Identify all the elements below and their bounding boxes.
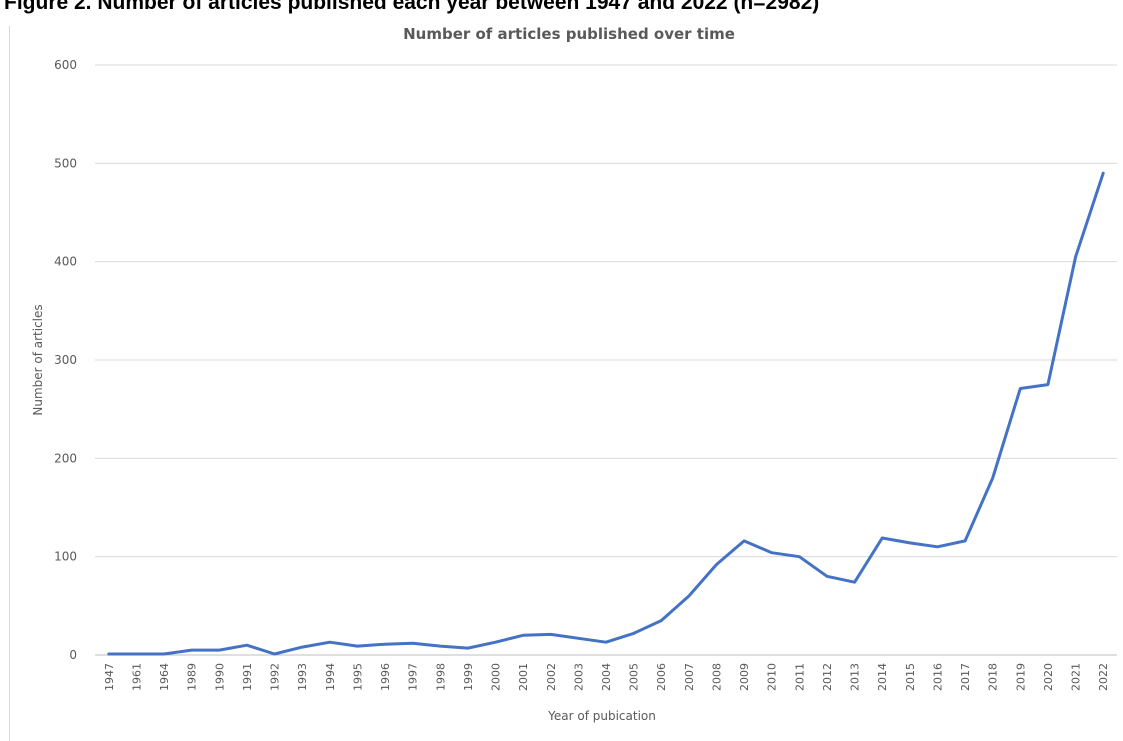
x-tick-label: 1991: [241, 663, 254, 691]
x-tick-label: 1999: [462, 663, 475, 691]
x-tick-label: 2018: [987, 663, 1000, 691]
x-tick-label: 1997: [407, 663, 420, 691]
y-tick-label: 100: [54, 550, 77, 564]
y-axis-label: Number of articles: [31, 304, 45, 415]
chart-title: Number of articles published over time: [403, 25, 735, 43]
y-tick-label: 0: [69, 648, 77, 662]
x-tick-label: 2001: [517, 663, 530, 691]
x-tick-label: 2000: [490, 663, 503, 691]
series-line: [107, 171, 1105, 656]
x-tick-label: 1990: [213, 663, 226, 691]
x-tick-label: 2015: [904, 663, 917, 691]
x-tick-label: 1998: [434, 663, 447, 691]
y-tick-label: 500: [54, 156, 77, 170]
x-tick-label: 1989: [186, 663, 199, 691]
x-tick-label: 2009: [738, 663, 751, 691]
series-layer: [107, 171, 1105, 656]
y-tick-label: 600: [54, 58, 77, 72]
x-tick-label: 2008: [710, 663, 723, 691]
x-tick-label: 2022: [1097, 663, 1110, 691]
x-tick-label: 2013: [849, 663, 862, 691]
x-tick-label: 1993: [296, 663, 309, 691]
x-tick-label: 1996: [379, 663, 392, 691]
x-tick-label: 2003: [572, 663, 585, 691]
x-tick-label: 2002: [545, 663, 558, 691]
figure-caption: Figure 2. Number of articles published e…: [4, 0, 820, 14]
y-tick-label: 300: [54, 353, 77, 367]
x-tick-label: 1995: [351, 663, 364, 691]
x-tick-label: 1947: [103, 663, 116, 691]
y-tick-label: 200: [54, 451, 77, 465]
x-tick-label: 2020: [1042, 663, 1055, 691]
x-axis-label: Year of pubication: [547, 709, 656, 723]
x-tick-label: 1964: [158, 663, 171, 691]
x-tick-label: 2005: [628, 663, 641, 691]
x-tick-label: 2021: [1070, 663, 1083, 691]
x-tick-label: 2006: [655, 663, 668, 691]
x-tick-label: 2016: [931, 663, 944, 691]
x-tick-label: 2004: [600, 663, 613, 691]
grid-lines: [95, 64, 1117, 656]
x-tick-label: 2011: [793, 663, 806, 691]
x-tick-label: 1992: [269, 663, 282, 691]
x-tick-label: 1961: [130, 663, 143, 691]
x-tick-label: 2014: [876, 663, 889, 691]
y-tick-labels: 0 100 200 300 400 500 600: [54, 58, 77, 662]
y-tick-label: 400: [54, 255, 77, 269]
x-tick-label: 2010: [766, 663, 779, 691]
x-tick-label: 2017: [959, 663, 972, 691]
x-tick-label: 2007: [683, 663, 696, 691]
chart-frame-border: [9, 26, 10, 741]
x-tick-label: 2012: [821, 663, 834, 691]
x-tick-labels: 1947 1961 1964 1989 1990 1991 1992 1993 1994 1995…: [103, 663, 1110, 691]
x-tick-label: 2019: [1014, 663, 1027, 691]
x-tick-label: 1994: [324, 663, 337, 691]
